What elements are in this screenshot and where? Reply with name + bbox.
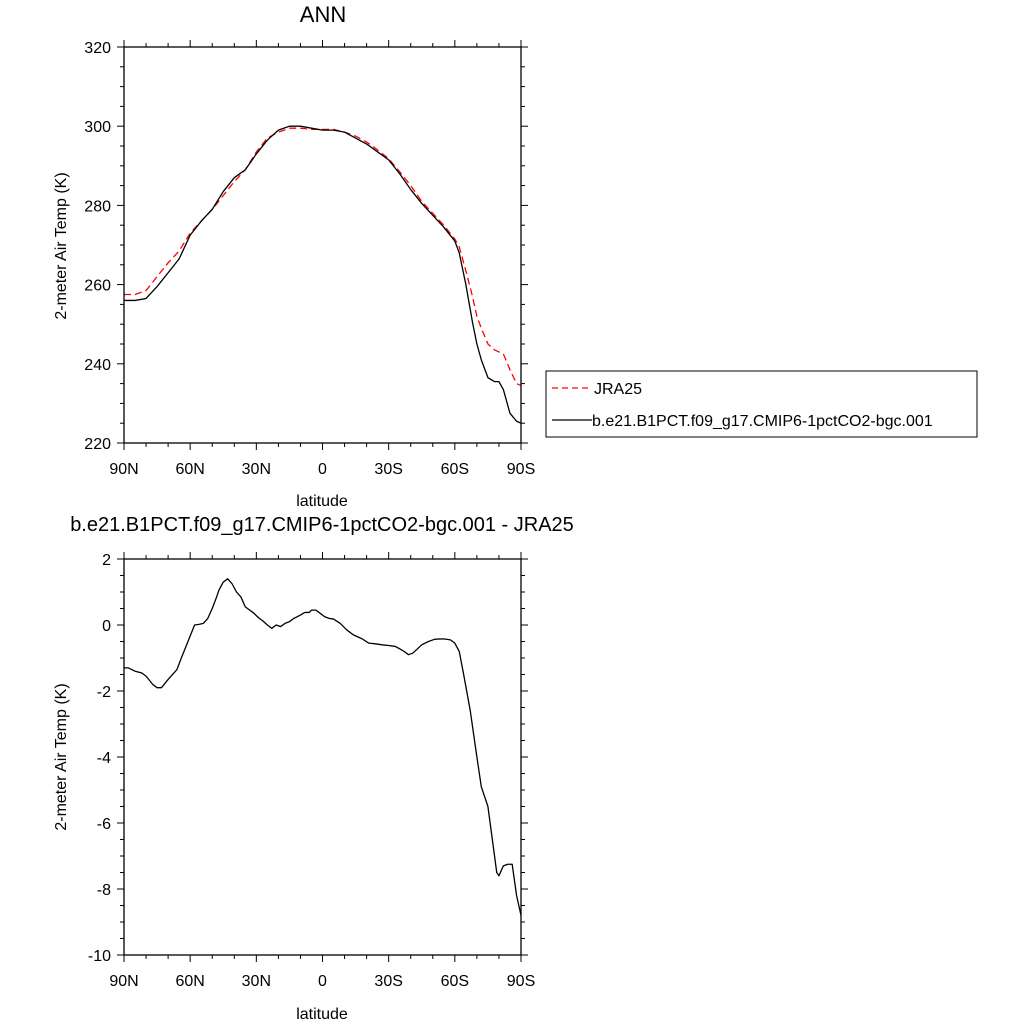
top-axes-ticks: 90N 60N 30N 0 30S 60S 90S 220 240 260 280 300 320	[84, 40, 535, 478]
top-plot-lines	[124, 125, 522, 424]
bottom-plot-lines	[124, 578, 522, 916]
bottom-ytick-label: -4	[97, 750, 111, 767]
top-series-line-1	[124, 125, 522, 424]
top-ytick-label: 260	[84, 278, 111, 295]
bottom-xtick-label: 30S	[374, 973, 402, 990]
top-xtick-label: 0	[318, 461, 327, 478]
bottom-ytick-label: -10	[88, 948, 111, 965]
top-xtick-label: 60S	[441, 461, 469, 478]
top-xtick-label: 60N	[175, 461, 204, 478]
bottom-ytick-label: 2	[102, 552, 111, 569]
bottom-xtick-label: 30N	[242, 973, 271, 990]
legend-label-jra25: JRA25	[594, 381, 642, 398]
bottom-plot-frame	[123, 558, 522, 956]
bottom-xtick-label: 60N	[175, 973, 204, 990]
bottom-series-line-0	[124, 578, 522, 916]
top-panel: ANN latitude 2-meter Air Temp (K) 90N 60N…	[53, 2, 535, 510]
bottom-xtick-label: 90N	[109, 973, 138, 990]
bottom-ytick-label: -8	[97, 882, 111, 899]
bottom-x-axis-label: latitude	[296, 1006, 348, 1023]
bottom-panel: b.e21.B1PCT.f09_g17.CMIP6-1pctCO2-bgc.00…	[53, 514, 574, 1023]
bottom-y-axis-label: 2-meter Air Temp (K)	[53, 683, 70, 830]
top-ytick-label: 220	[84, 436, 111, 453]
top-xtick-label: 30S	[374, 461, 402, 478]
bottom-xtick-label: 60S	[441, 973, 469, 990]
bottom-axes-ticks: 90N 60N 30N 0 30S 60S 90S -10 -8 -6 -4 -2 0 2	[88, 552, 535, 990]
bottom-xtick-label: 0	[318, 973, 327, 990]
top-x-axis-label: latitude	[296, 493, 348, 510]
top-ytick-label: 240	[84, 357, 111, 374]
bottom-title: b.e21.B1PCT.f09_g17.CMIP6-1pctCO2-bgc.00…	[70, 514, 574, 536]
top-ytick-label: 300	[84, 119, 111, 136]
top-ytick-label: 280	[84, 198, 111, 215]
legend: JRA25 b.e21.B1PCT.f09_g17.CMIP6-1pctCO2-…	[545, 370, 978, 438]
top-plot-frame	[123, 46, 522, 444]
top-series-line-0	[124, 127, 522, 387]
legend-box	[545, 370, 978, 438]
legend-label-model: b.e21.B1PCT.f09_g17.CMIP6-1pctCO2-bgc.00…	[592, 413, 933, 430]
bottom-ytick-label: -2	[97, 684, 111, 701]
top-ytick-label: 320	[84, 40, 111, 57]
bottom-xtick-label: 90S	[507, 973, 535, 990]
top-xtick-label: 90S	[507, 461, 535, 478]
top-title: ANN	[300, 2, 346, 27]
bottom-ytick-label: 0	[102, 618, 111, 635]
top-xtick-label: 90N	[109, 461, 138, 478]
top-y-axis-label: 2-meter Air Temp (K)	[53, 172, 70, 319]
top-xtick-label: 30N	[242, 461, 271, 478]
bottom-ytick-label: -6	[97, 816, 111, 833]
